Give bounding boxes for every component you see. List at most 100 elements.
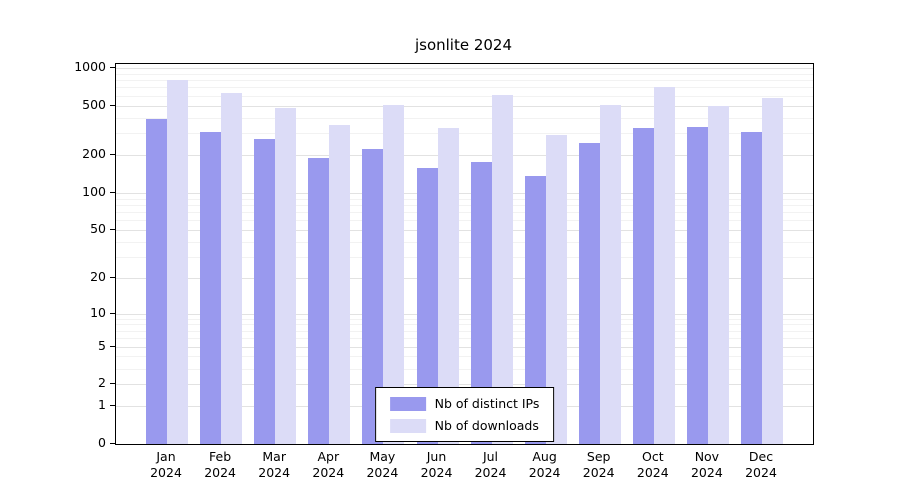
x-tick-month-may: May [369,449,396,464]
bar-jul-nb-of-downloads [491,94,513,444]
x-tick-year-aug: 2024 [528,465,561,480]
x-tick-year-sep: 2024 [582,465,615,480]
gridline-50 [116,230,813,231]
x-tick-month-apr: Apr [317,449,340,464]
gridline-minor-700 [116,87,813,89]
gridline-5 [116,346,813,348]
bar-feb-nb-of-downloads [221,93,243,444]
gridline-minor-4 [116,356,813,358]
bar-dec-nb-of-distinct-ips [741,131,762,444]
gridline-minor-9 [116,318,813,320]
y-tick-mark-0 [110,443,115,444]
x-tick-month-jun: Jun [426,449,447,464]
y-tick-label-10: 10 [90,304,106,320]
bar-feb-nb-of-distinct-ips [200,131,222,444]
y-tick-mark-2 [110,383,115,385]
gridline-2 [116,384,813,386]
gridline-minor-70 [116,212,813,213]
y-tick-mark-200 [110,154,115,156]
x-tick-label-jun: Jun 2024 [405,449,469,481]
gridline-minor-400 [116,117,813,119]
y-tick-mark-1 [110,405,115,407]
y-tick-label-500: 500 [82,96,106,112]
legend: Nb of distinct IPs Nb of downloads [374,387,555,442]
y-tick-mark-1000 [110,67,115,68]
bar-oct-nb-of-distinct-ips [632,128,654,444]
y-tick-mark-20 [110,277,115,279]
legend-item-distinct-ips: Nb of distinct IPs [389,396,540,411]
bar-sep-nb-of-distinct-ips [578,143,600,444]
gridline-100 [116,192,813,194]
gridline-minor-30 [116,257,813,259]
x-tick-month-aug: Aug [532,449,557,464]
y-tick-mark-500 [110,104,115,106]
bar-jan-nb-of-distinct-ips [146,119,167,444]
y-tick-label-0: 0 [98,435,106,450]
x-tick-label-sep: Sep 2024 [567,449,631,481]
x-tick-month-feb: Feb [209,449,232,464]
x-tick-year-feb: 2024 [204,465,236,480]
gridline-minor-7 [116,330,813,332]
y-tick-label-1: 1 [98,397,106,413]
gridline-minor-300 [116,133,813,135]
bar-aug-nb-of-distinct-ips [524,175,546,444]
gridline-minor-3 [116,368,813,370]
x-tick-year-may: 2024 [366,465,399,480]
x-tick-label-dec: Dec 2024 [729,449,793,481]
gridline-10 [116,313,813,315]
x-tick-month-sep: Sep [586,449,611,464]
x-tick-label-jan: Jan 2024 [134,449,198,481]
bar-apr-nb-of-distinct-ips [308,158,330,444]
bar-apr-nb-of-downloads [329,125,351,444]
x-tick-year-nov: 2024 [690,465,723,480]
legend-label-downloads: Nb of downloads [434,418,539,433]
x-tick-label-may: May 2024 [350,449,414,481]
x-tick-year-oct: 2024 [636,465,669,480]
x-tick-label-aug: Aug 2024 [513,449,577,481]
bar-mar-nb-of-downloads [275,107,297,444]
bar-jan-nb-of-downloads [167,79,188,444]
gridline-minor-600 [116,95,813,97]
gridline-500 [116,105,813,107]
legend-item-downloads: Nb of downloads [389,418,540,433]
bar-nov-nb-of-distinct-ips [686,127,708,444]
gridline-minor-90 [116,198,813,200]
gridline-minor-6 [116,338,813,340]
x-tick-month-dec: Dec [748,449,774,464]
x-tick-label-oct: Oct 2024 [621,449,685,481]
gridline-minor-60 [116,220,813,222]
gridline-minor-800 [116,80,813,82]
x-tick-label-nov: Nov 2024 [675,449,739,481]
y-tick-label-20: 20 [90,269,106,285]
x-tick-year-jun: 2024 [420,465,453,480]
bar-jun-nb-of-downloads [437,128,459,444]
x-tick-year-apr: 2024 [312,465,345,480]
x-tick-label-mar: Mar 2024 [242,449,306,481]
bar-dec-nb-of-downloads [762,98,783,444]
y-tick-label-1000: 1000 [74,59,106,74]
x-tick-month-mar: Mar [262,449,286,464]
bar-nov-nb-of-downloads [707,106,729,444]
y-tick-mark-10 [110,312,115,314]
bar-mar-nb-of-distinct-ips [254,139,276,444]
y-tick-label-100: 100 [82,183,106,199]
gridline-minor-40 [116,241,813,243]
bar-jul-nb-of-distinct-ips [470,161,492,444]
gridline-minor-80 [116,204,813,206]
y-tick-label-50: 50 [90,221,106,236]
bar-may-nb-of-distinct-ips [362,149,384,444]
bar-may-nb-of-downloads [383,104,405,444]
bar-sep-nb-of-downloads [599,104,621,444]
x-tick-label-apr: Apr 2024 [296,449,360,481]
bar-oct-nb-of-downloads [653,87,675,444]
legend-swatch-distinct-ips [389,396,426,411]
y-tick-mark-5 [110,345,115,347]
x-tick-label-jul: Jul 2024 [459,449,523,481]
x-tick-month-jan: Jan [156,449,176,464]
legend-label-distinct-ips: Nb of distinct IPs [434,396,540,411]
gridline-minor-8 [116,324,813,326]
y-tick-label-200: 200 [82,146,106,162]
x-tick-year-jan: 2024 [150,465,182,480]
x-tick-year-dec: 2024 [745,465,777,480]
plot-area: Nb of distinct IPs Nb of downloads [115,63,814,445]
